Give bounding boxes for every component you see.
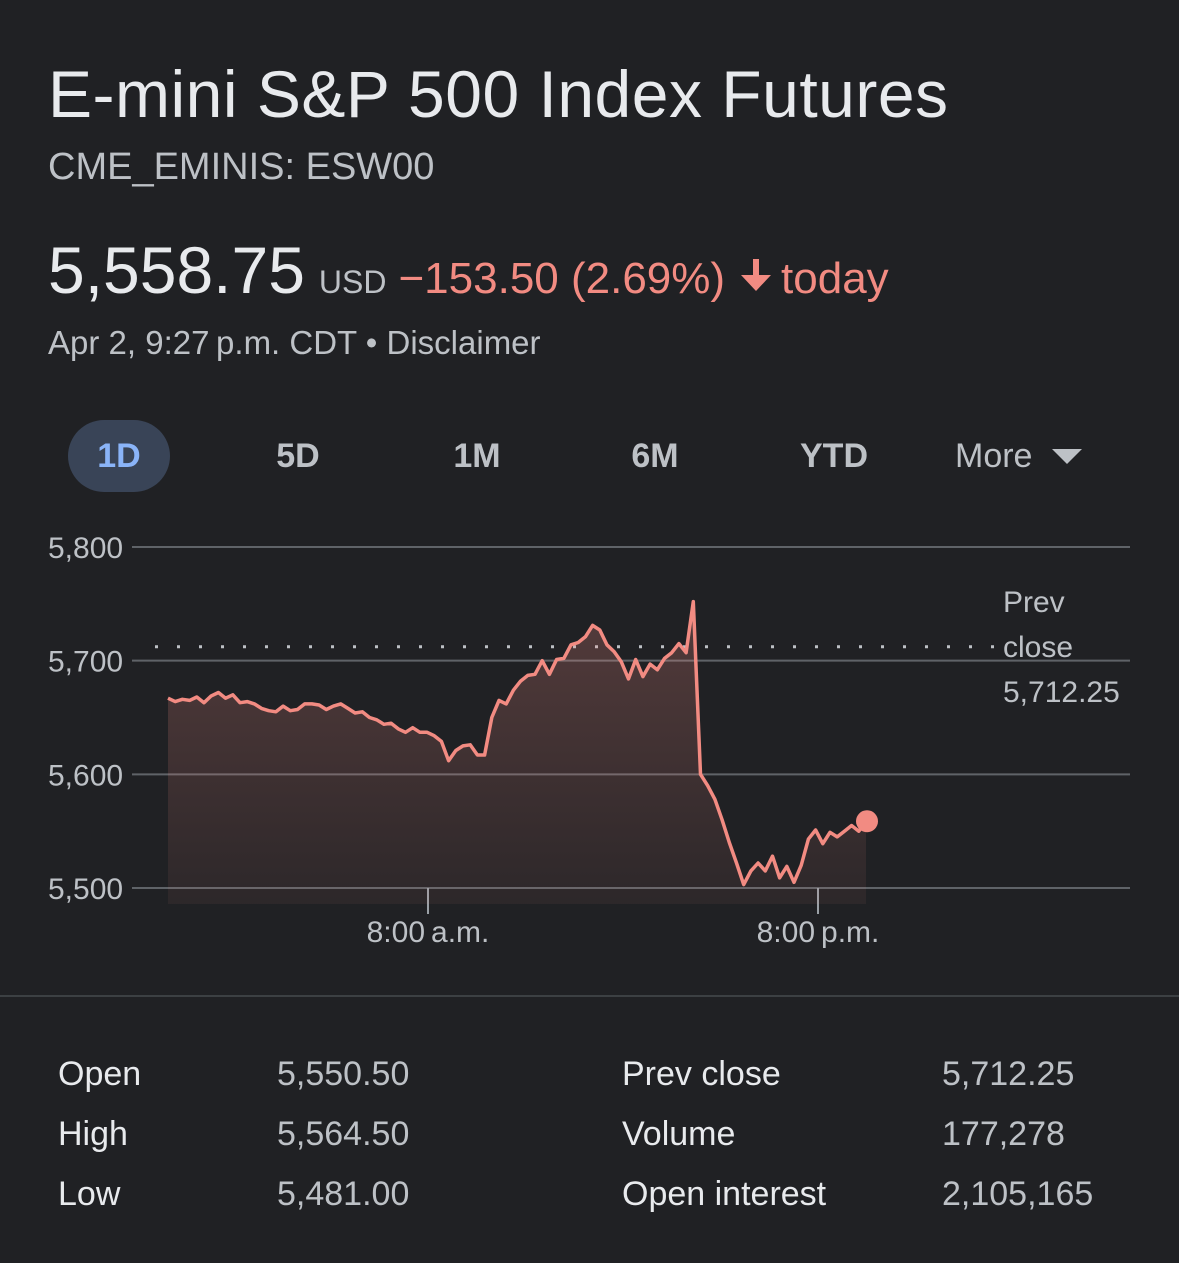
stat-row-2: High 5,564.50 Volume 177,278 <box>0 1115 1179 1165</box>
stat-value-high: 5,564.50 <box>277 1115 410 1153</box>
series-area <box>168 601 866 904</box>
stat-value-open: 5,550.50 <box>277 1055 410 1093</box>
disclaimer-link[interactable]: Disclaimer <box>386 324 541 361</box>
more-ranges-dropdown[interactable]: More <box>955 420 1083 492</box>
stat-label-prev-close: Prev close <box>622 1055 781 1093</box>
x-tick-label: 8:00 p.m. <box>757 916 880 949</box>
currency-label: USD <box>318 264 387 300</box>
range-tabs: 1D 5D 1M 6M YTD More <box>0 420 1179 492</box>
prev-close-label: 5,712.25 <box>1003 676 1120 709</box>
stat-value-prev-close: 5,712.25 <box>942 1055 1075 1093</box>
more-label: More <box>955 437 1033 475</box>
quote-row: 5,558.75 USD −153.50 (2.69%) today <box>48 232 889 308</box>
y-tick-label: 5,600 <box>48 759 123 792</box>
stat-row-3: Low 5,481.00 Open interest 2,105,165 <box>0 1175 1179 1225</box>
tab-1m[interactable]: 1M <box>453 437 501 475</box>
series-line <box>167 599 868 887</box>
current-value-dot <box>856 810 878 833</box>
stat-value-low: 5,481.00 <box>277 1175 410 1213</box>
caret-down-icon <box>1052 448 1083 464</box>
stat-label-volume: Volume <box>622 1115 736 1153</box>
stat-row-1: Open 5,550.50 Prev close 5,712.25 <box>0 1055 1179 1105</box>
change-period: today <box>781 254 889 303</box>
timestamp: Apr 2, 9:27 p.m. CDT <box>48 324 357 361</box>
section-divider <box>0 995 1179 997</box>
current-price: 5,558.75 <box>48 233 305 307</box>
stat-label-open-interest: Open interest <box>622 1175 827 1213</box>
stat-label-high: High <box>58 1115 128 1153</box>
stat-value-open-interest: 2,105,165 <box>942 1175 1094 1213</box>
page-title: E-mini S&P 500 Index Futures <box>48 57 949 131</box>
tab-6m[interactable]: 6M <box>631 437 679 475</box>
stat-label-low: Low <box>58 1175 121 1213</box>
meta-separator: • <box>356 324 387 361</box>
prev-close-label: Prev <box>1003 586 1065 619</box>
tab-5d[interactable]: 5D <box>276 437 320 475</box>
quote-meta: Apr 2, 9:27 p.m. CDT • Disclaimer <box>48 324 541 362</box>
arrow-down-icon <box>739 257 773 298</box>
tab-ytd[interactable]: YTD <box>800 437 868 475</box>
price-change: −153.50 (2.69%) <box>398 254 726 303</box>
y-tick-label: 5,500 <box>48 873 123 906</box>
tab-1d[interactable]: 1D <box>68 420 170 492</box>
y-tick-label: 5,800 <box>48 532 123 565</box>
ticker-symbol: CME_EMINIS: ESW00 <box>48 146 435 188</box>
y-tick-label: 5,700 <box>48 646 123 679</box>
x-tick-label: 8:00 a.m. <box>367 916 490 949</box>
stat-label-open: Open <box>58 1055 142 1093</box>
stat-value-volume: 177,278 <box>942 1115 1065 1153</box>
prev-close-label: close <box>1003 631 1073 664</box>
